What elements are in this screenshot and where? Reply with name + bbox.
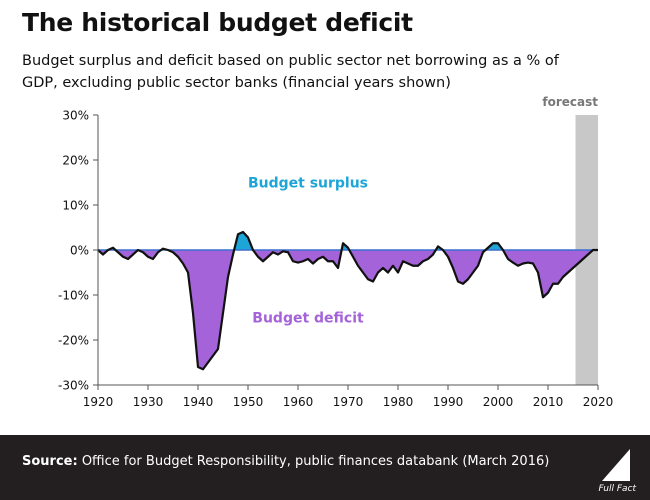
x-tick-label: 1950 xyxy=(233,395,264,409)
chart-subtitle: Budget surplus and deficit based on publ… xyxy=(22,53,559,91)
x-tick-label: 1940 xyxy=(183,395,214,409)
x-tick-label: 1930 xyxy=(133,395,164,409)
chart-areas xyxy=(98,232,598,370)
chart-annotations: Budget surplus Budget deficit xyxy=(248,176,368,327)
x-tick-label: 1960 xyxy=(283,395,314,409)
balance-line xyxy=(97,230,598,371)
chart-lines xyxy=(97,230,598,371)
forecast-region: forecast xyxy=(542,95,598,385)
x-tick-label: 1970 xyxy=(333,395,364,409)
x-tick-label: 2000 xyxy=(483,395,514,409)
x-tick-label: 1980 xyxy=(383,395,414,409)
budget-deficit-chart: forecast -30% -20% -10% 0% 10% 20% 30% 1920 1930… xyxy=(58,95,613,410)
chart-axes: -30% -20% -10% 0% 10% 20% 30% 1920 1930 1940 1950 1… xyxy=(58,109,613,410)
source-note: Source: Office for Budget Responsibility… xyxy=(22,454,549,469)
full-fact-logo-icon xyxy=(602,449,630,481)
y-tick-label: -30% xyxy=(58,379,89,393)
y-tick-label: 0% xyxy=(70,244,89,258)
x-tick-label: 1990 xyxy=(433,395,464,409)
source-label: Source: xyxy=(22,454,78,469)
source-text: Office for Budget Responsibility, public… xyxy=(81,454,550,469)
brand-logo-text: Full Fact xyxy=(598,484,636,494)
deficit-annotation: Budget deficit xyxy=(252,311,364,327)
y-tick-label: -10% xyxy=(58,289,89,303)
surplus-annotation: Budget surplus xyxy=(248,176,368,192)
deficit-area xyxy=(98,250,598,370)
x-tick-label: 2020 xyxy=(583,395,614,409)
x-tick-label: 1920 xyxy=(83,395,114,409)
y-tick-label: -20% xyxy=(58,334,89,348)
page-title: The historical budget deficit xyxy=(22,8,413,37)
y-tick-label: 20% xyxy=(62,154,89,168)
y-tick-label: 10% xyxy=(62,199,89,213)
footer-bar: Source: Office for Budget Responsibility… xyxy=(0,435,650,500)
x-tick-label: 2010 xyxy=(533,395,564,409)
forecast-label: forecast xyxy=(542,95,598,109)
y-tick-label: 30% xyxy=(62,109,89,123)
